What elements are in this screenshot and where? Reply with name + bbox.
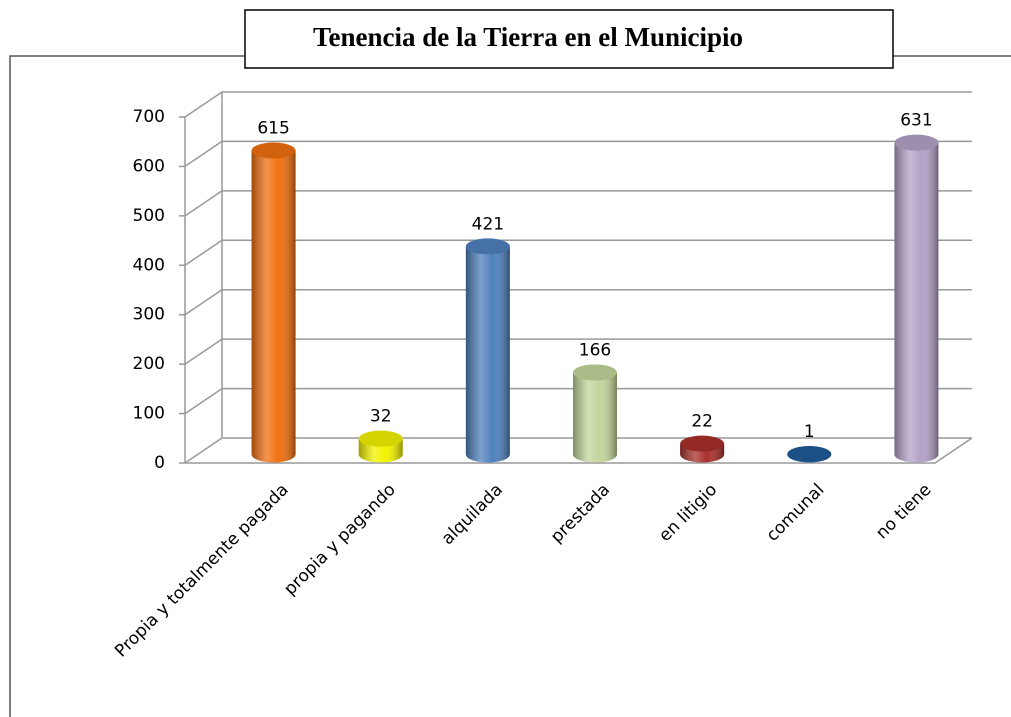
value-label: 421 [472,214,504,234]
value-label: 32 [370,407,392,427]
bar-shade [251,150,296,463]
value-label: 22 [691,412,713,432]
grid-line [184,91,972,118]
bar-top [680,435,725,452]
bar-top-shade [573,364,617,381]
value-label: 615 [257,119,289,139]
bar-top [787,446,832,463]
title-box [244,9,894,69]
bar-top-shade [894,134,939,151]
y-tick-label: 200 [133,354,165,374]
x-tick-label: comunal [763,480,829,546]
bar-top-shade [251,142,296,159]
bar-top [465,238,510,255]
bar-shade [573,372,617,463]
grid-line [184,437,972,464]
value-label: 631 [900,111,932,131]
value-label: 166 [579,340,611,360]
y-tick-label: 0 [154,453,165,473]
bar-shade [894,142,939,463]
y-tick-label: 300 [133,305,165,325]
y-tick-label: 400 [133,255,165,275]
grid-line [184,338,972,365]
bar-top [358,430,403,447]
grid-line [184,140,972,168]
y-tick-label: 500 [133,206,165,226]
chart-title: Tenencia de la Tierra en el Municipio [313,22,743,52]
x-tick-label: en litigio [655,480,721,546]
x-tick-label: no tiene [872,480,935,543]
x-tick-label: Propia y totalmente pagada [111,480,292,661]
bar-top [573,364,617,381]
x-tick-label: alquilada [438,480,507,549]
bar-top [251,142,296,159]
x-tick-label: propia y pagando [280,480,400,600]
y-tick-label: 100 [133,404,165,424]
bar-top-shade [680,435,725,452]
value-label: 1 [804,422,815,442]
grid-line [184,190,972,217]
frame [9,55,245,717]
bar-top-shade [358,430,403,447]
grid-line [184,239,972,266]
y-tick-label: 600 [133,156,165,176]
grid-line [184,288,972,316]
bar-top-shade [465,238,510,255]
floor [185,437,973,464]
y-tick-label: 700 [133,107,165,127]
grid-line [184,387,972,415]
bar-top-shade [787,446,832,463]
x-tick-label: prestada [547,480,614,547]
bar-shade [465,246,510,463]
bar-top [894,134,939,151]
